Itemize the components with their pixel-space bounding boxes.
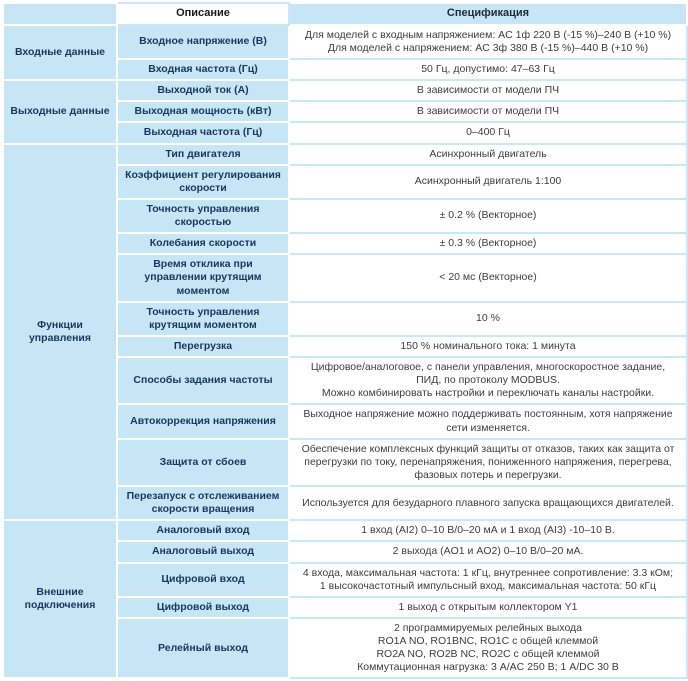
header-description: Описание [116,2,290,26]
desc-cell: Цифровой вход [116,561,290,598]
spec-cell: Асинхронный двигатель 1:100 [288,163,688,200]
desc-cell: Цифровой выход [116,595,290,619]
desc-cell: Тип двигателя [116,142,290,166]
group-external-connections: Внешние подключения [2,519,118,680]
table-row: Цифровой вход 4 входа, максимальная част… [3,561,688,598]
spec-cell: Обеспечение комплексных функций защиты о… [288,437,688,488]
table-row: Автокоррекция напряжения Выходное напряж… [3,403,688,440]
desc-cell: Аналоговый вход [116,519,290,543]
desc-cell: Выходная частота (Гц) [116,121,290,145]
table-row: Способы задания частоты Цифровое/аналого… [3,355,688,406]
group-input-data: Входные данные [2,23,118,82]
desc-cell: Выходной ток (А) [116,79,290,103]
table-row: Перегрузка 150 % номинального тока: 1 ми… [3,334,688,359]
group-control-functions: Функции управления [2,142,118,522]
table-row: Время отклика при управлении крутящим мо… [3,253,688,303]
table-row: Точность управления скоростью ± 0.2 % (В… [3,197,688,235]
desc-cell: Способы задания частоты [116,355,290,406]
group-output-data: Выходные данные [2,79,118,145]
spec-cell: 1 выход с открытым коллектором Y1 [288,595,688,619]
spec-cell: 4 входа, максимальная частота: 1 кГц, вн… [288,561,688,598]
spec-cell: Используется для безударного плавного за… [288,484,688,522]
header-specification: Спецификация [288,2,688,26]
table-row: Перезапуск с отслеживанием скорости вращ… [3,484,688,522]
desc-cell: Выходная мощность (кВт) [116,100,290,124]
desc-cell: Время отклика при управлении крутящим мо… [116,253,290,303]
table-row: Функции управления Тип двигателя Асинхро… [2,142,688,522]
desc-cell: Точность управления крутящим моментом [116,300,290,337]
desc-cell: Аналоговый выход [116,540,290,564]
spec-cell: < 20 мс (Векторное) [288,253,688,303]
header-corner-cell [2,2,118,26]
desc-cell: Автокоррекция напряжения [116,403,290,440]
table-row: Защита от сбоев Обеспечение комплексных … [3,437,688,488]
spec-cell: Выходное напряжение можно поддерживать п… [288,403,688,440]
table-row: Выходная частота (Гц) 0–400 Гц [3,121,688,145]
desc-cell: Коэффициент регулирования скорости [116,163,290,200]
table-row: Входные данные Входное напряжение (В) Дл… [2,23,688,82]
spec-cell: ± 0.2 % (Векторное) [288,197,688,235]
spec-cell: В зависимости от модели ПЧ [288,79,688,103]
spec-cell: ± 0.3 % (Векторное) [288,232,688,256]
table-row: Цифровой выход 1 выход с открытым коллек… [3,595,688,619]
table-row: Внешние подключения Аналоговый вход 1 вх… [2,519,688,680]
table-row: Выходная мощность (кВт) В зависимости от… [3,100,688,124]
desc-cell: Входная частота (Гц) [116,57,290,82]
spec-cell: Для моделей с входным напряжением: AC 1ф… [288,23,688,61]
spec-cell: В зависимости от модели ПЧ [288,100,688,124]
spec-cell: 1 вход (AI2) 0–10 В/0–20 мА и 1 вход (AI… [288,519,688,543]
spec-cell: 150 % номинального тока: 1 минута [288,334,688,359]
table-row: Коэффициент регулирования скорости Асинх… [3,163,688,200]
spec-cell: Асинхронный двигатель [288,142,688,166]
desc-cell: Релейный выход [116,616,290,680]
spec-cell: 2 программируемых релейных выхода RO1A N… [288,616,688,680]
spec-cell: 0–400 Гц [288,121,688,145]
spec-cell: 50 Гц, допустимо: 47–63 Гц [288,57,688,82]
desc-cell: Входное напряжение (В) [116,23,290,61]
desc-cell: Колебания скорости [116,232,290,256]
table-row: Аналоговый выход 2 выхода (AO1 и AO2) 0–… [3,540,688,564]
table-row: Выходные данные Выходной ток (А) В завис… [2,79,688,145]
table-row: Точность управления крутящим моментом 10… [3,300,688,337]
table-row: Колебания скорости ± 0.3 % (Векторное) [3,232,688,256]
spec-cell: 10 % [288,300,688,337]
desc-cell: Перезапуск с отслеживанием скорости вращ… [116,484,290,522]
spec-cell: 2 выхода (AO1 и AO2) 0–10 В/0–20 мА. [288,540,688,564]
spec-cell: Цифровое/аналоговое, с панели управления… [288,355,688,406]
desc-cell: Защита от сбоев [116,437,290,488]
table-row: Входная частота (Гц) 50 Гц, допустимо: 4… [3,57,688,82]
desc-cell: Перегрузка [116,334,290,359]
desc-cell: Точность управления скоростью [116,197,290,235]
table-header-row: Описание Спецификация [2,2,688,26]
